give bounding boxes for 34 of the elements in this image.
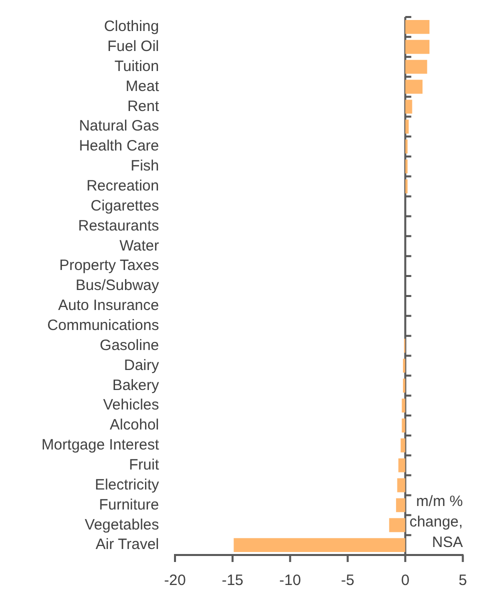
y-tick-label: Air Travel (96, 536, 159, 554)
y-tick-label: Fish (130, 158, 159, 175)
y-tick-label: Health Care (78, 138, 159, 155)
y-tick-label: Clothing (104, 18, 159, 36)
y-tick-label: Fruit (129, 456, 160, 474)
x-tick-label: -15 (222, 572, 244, 590)
y-tick-label: Rent (127, 98, 160, 115)
y-tick-label: Recreation (86, 178, 159, 195)
x-tick-label: -5 (341, 572, 354, 590)
y-tick-label: Furniture (98, 496, 159, 514)
y-tick-label: Electricity (94, 476, 160, 494)
annotation: m/m % change, NSA (409, 493, 463, 552)
y-tick-label: Water (120, 237, 159, 254)
y-tick-label: Alcohol (110, 416, 159, 434)
x-tick-label: 5 (458, 572, 467, 590)
y-tick-label: Vehicles (103, 396, 159, 414)
x-tick-label: 0 (401, 572, 410, 590)
y-tick-label: Cigarettes (90, 197, 159, 214)
y-tick-label: Vegetables (84, 516, 159, 534)
y-tick-label: Bakery (112, 376, 160, 394)
x-tick-label: -20 (164, 572, 186, 590)
y-tick-label: Natural Gas (78, 118, 159, 135)
y-tick-label: Fuel Oil (107, 38, 159, 56)
x-tick-label: -10 (279, 572, 301, 590)
y-tick-label: Restaurants (78, 217, 159, 234)
y-tick-label: Auto Insurance (58, 297, 159, 314)
y-tick-label: Gasoline (100, 336, 159, 354)
y-tick-label: Communications (47, 316, 159, 334)
y-tick-label: Mortgage Interest (41, 436, 160, 454)
y-tick-label: Meat (126, 78, 160, 95)
y-tick-label: Tuition (114, 58, 159, 75)
y-tick-label: Dairy (124, 356, 160, 374)
y-tick-label: Property Taxes (59, 257, 159, 274)
y-tick-label: Bus/Subway (76, 277, 160, 294)
